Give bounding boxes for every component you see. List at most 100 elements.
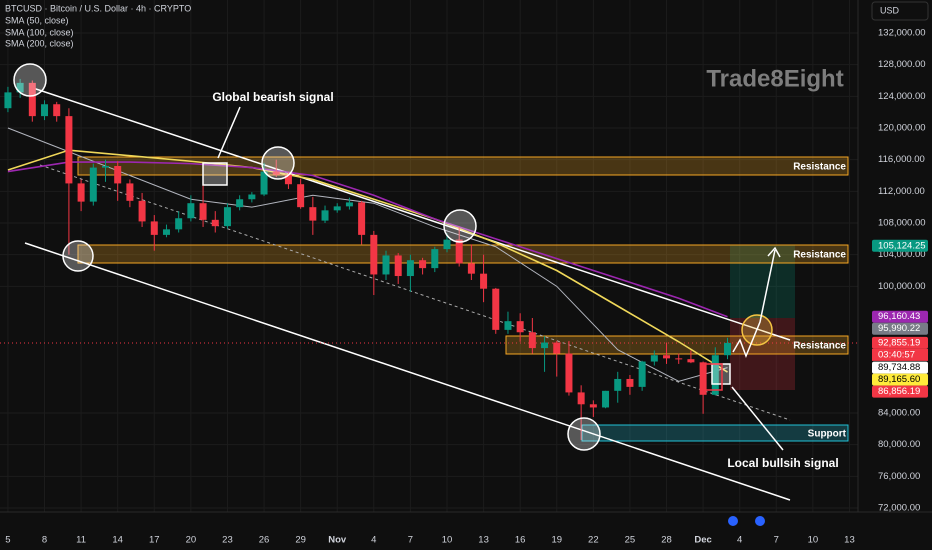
sma-line xyxy=(7,149,728,373)
header-line: SMA (50, close) xyxy=(5,15,69,25)
x-tick-label: 8 xyxy=(42,535,47,546)
y-tick-label: 116,000.00 xyxy=(878,154,925,165)
candle-body xyxy=(114,165,122,184)
candle-body xyxy=(309,207,317,221)
x-tick-label: 26 xyxy=(259,535,270,546)
x-tick-label: 7 xyxy=(408,535,413,546)
price-badge xyxy=(872,310,928,323)
annotation: Global bearish signal xyxy=(212,90,333,104)
currency-button[interactable] xyxy=(871,1,929,21)
candle-body xyxy=(333,206,341,211)
candle-body xyxy=(211,219,219,227)
header-line: SMA (100, close) xyxy=(5,27,74,37)
event-icon[interactable] xyxy=(728,516,738,526)
watermark: Trade8Eight xyxy=(706,65,843,92)
x-tick-label: 11 xyxy=(76,535,86,546)
candle-body xyxy=(541,342,549,349)
price-badge-label: 92,855.19 xyxy=(878,337,920,348)
pointer xyxy=(217,106,241,159)
signal-box xyxy=(711,363,731,385)
price-badge xyxy=(872,322,928,335)
candle-body xyxy=(602,390,610,408)
pointer xyxy=(731,386,784,451)
candle-body xyxy=(455,239,463,264)
y-tick-label: 104,000.00 xyxy=(878,249,926,260)
price-badge-label: 105,124.25 xyxy=(878,240,926,251)
candle-body xyxy=(516,321,524,333)
candle-body xyxy=(77,183,85,202)
candle-body xyxy=(126,183,134,201)
candle-body xyxy=(431,249,439,269)
candle-body xyxy=(28,82,36,117)
arrow-head xyxy=(767,246,781,258)
price-badge-label: 86,856.19 xyxy=(878,386,920,397)
candle-body xyxy=(345,202,353,207)
candle-body xyxy=(699,362,707,395)
candle-body xyxy=(724,342,732,356)
y-tick-label: 132,000.00 xyxy=(878,28,926,39)
x-tick-label: 20 xyxy=(186,535,197,546)
header-line: SMA (200, close) xyxy=(5,38,74,48)
candle-body xyxy=(711,355,719,395)
x-tick-label: 16 xyxy=(515,535,526,546)
resistance-zone xyxy=(505,335,849,355)
candle-body xyxy=(199,203,207,220)
x-tick-label: 13 xyxy=(844,535,855,546)
candle-body xyxy=(138,200,146,222)
x-tick-label: Dec xyxy=(694,535,711,546)
markers xyxy=(13,63,784,451)
mid-line xyxy=(39,164,791,421)
sma-line xyxy=(7,161,728,318)
candle-body xyxy=(65,116,73,184)
drawings xyxy=(0,86,858,501)
candle-body xyxy=(589,404,597,408)
zone-label: Resistance xyxy=(793,162,846,173)
candle-body xyxy=(626,378,634,387)
y-tick-label: 124,000.00 xyxy=(878,91,926,102)
x-tick-label: 22 xyxy=(588,535,599,546)
candle-body xyxy=(553,342,561,354)
candle-body xyxy=(614,378,622,391)
candle-body xyxy=(480,273,488,289)
candle-body xyxy=(175,218,183,230)
sma-line xyxy=(7,127,728,382)
price-badge xyxy=(872,239,928,252)
zone-label: Resistance xyxy=(793,341,846,352)
candle-body xyxy=(53,104,61,117)
candle-body xyxy=(162,229,170,235)
countdown: 03:40:57 xyxy=(878,349,915,360)
signal-box xyxy=(701,363,723,391)
candle-body xyxy=(321,210,329,221)
signal-box xyxy=(202,162,228,186)
y-tick-label: 112,000.00 xyxy=(878,186,925,197)
candle-body xyxy=(297,184,305,208)
x-tick-label: 10 xyxy=(808,535,819,546)
y-tick-label: 100,000.00 xyxy=(878,281,926,292)
x-tick-label: 13 xyxy=(478,535,489,546)
marker-circle xyxy=(443,209,477,243)
price-badge-label: 89,734.88 xyxy=(878,362,920,373)
candle-body xyxy=(492,288,500,330)
x-tick-label: 29 xyxy=(295,535,306,546)
price-badge-label: 95,990.22 xyxy=(878,323,920,334)
target-area xyxy=(730,245,795,318)
projection xyxy=(732,249,776,359)
resistance-zone xyxy=(77,156,849,176)
y-tick-label: 80,000.00 xyxy=(878,439,920,450)
y-tick-label: 120,000.00 xyxy=(878,123,926,134)
zone-label: Resistance xyxy=(793,250,846,261)
marker-circle xyxy=(261,146,295,180)
x-tick-label: 10 xyxy=(442,535,453,546)
candle-body xyxy=(577,392,585,405)
marker-circle xyxy=(567,417,601,451)
currency[interactable]: USD xyxy=(880,5,900,15)
event-icon[interactable] xyxy=(755,516,765,526)
marker-circle xyxy=(62,240,94,272)
resistance-zone xyxy=(77,244,849,264)
candle-body xyxy=(150,221,158,235)
axis-labels: 132,000.00 128,000.00 124,000.00 120,000.00… xyxy=(5,28,928,546)
plot xyxy=(4,78,732,440)
x-tick-label: 28 xyxy=(661,535,672,546)
candle-body xyxy=(223,207,231,227)
